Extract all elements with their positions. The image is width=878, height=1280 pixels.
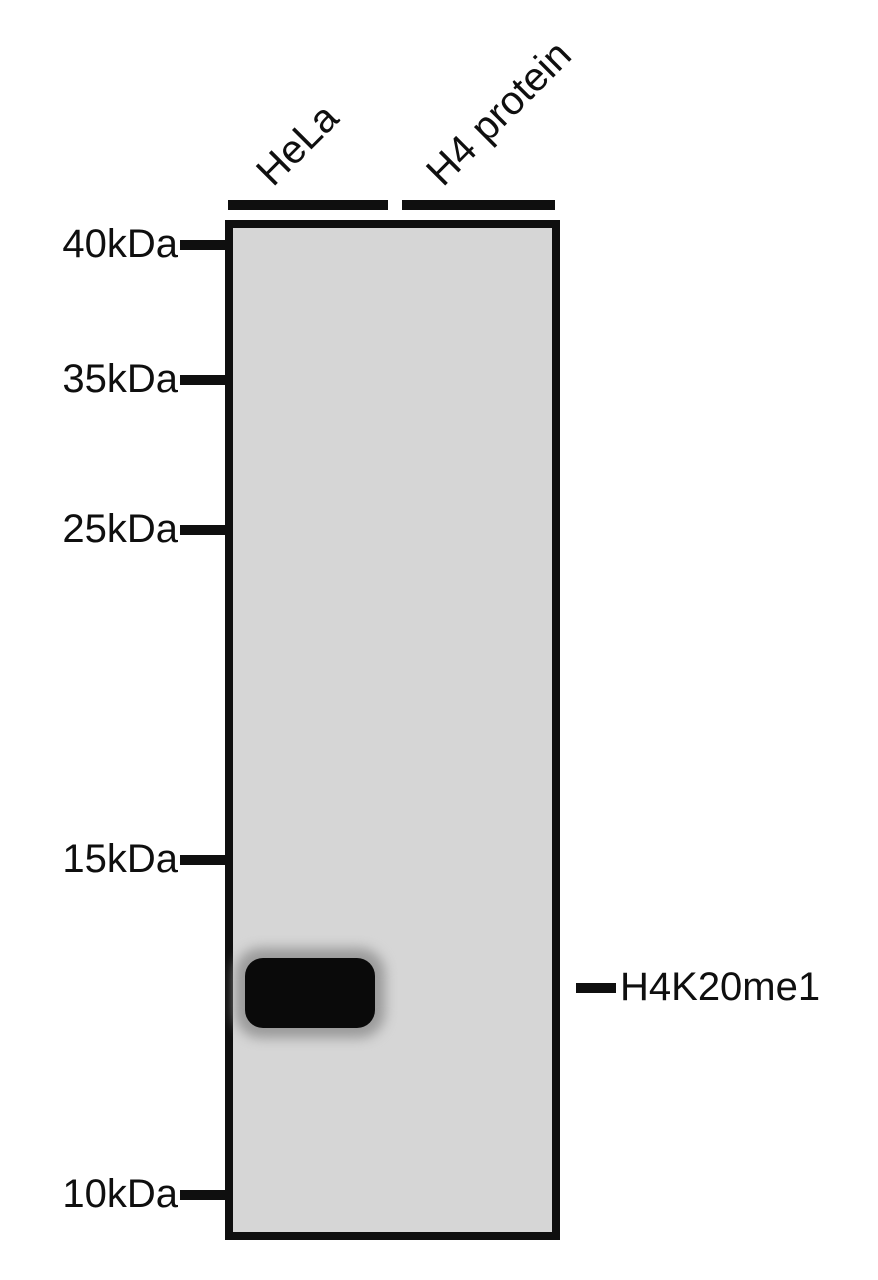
band-annotation-label: H4K20me1 — [620, 965, 820, 1010]
mw-tick — [180, 525, 225, 535]
mw-label: 15kDa — [62, 837, 178, 882]
blot-membrane — [225, 220, 560, 1240]
band-annotation-tick — [576, 983, 616, 993]
lane-label-hela: HeLa — [248, 96, 347, 195]
mw-label: 25kDa — [62, 507, 178, 552]
mw-tick — [180, 375, 225, 385]
mw-tick — [180, 1190, 225, 1200]
mw-label: 40kDa — [62, 222, 178, 267]
lane-header-bar — [228, 200, 388, 210]
lane-header-bar — [402, 200, 555, 210]
protein-band — [245, 958, 375, 1028]
mw-tick — [180, 240, 225, 250]
mw-tick — [180, 855, 225, 865]
lane-label-h4-protein: H4 protein — [418, 33, 580, 195]
mw-label: 35kDa — [62, 357, 178, 402]
western-blot-figure: HeLa H4 protein 40kDa 35kDa 25kDa 15kDa … — [0, 0, 878, 1280]
mw-label: 10kDa — [62, 1172, 178, 1217]
